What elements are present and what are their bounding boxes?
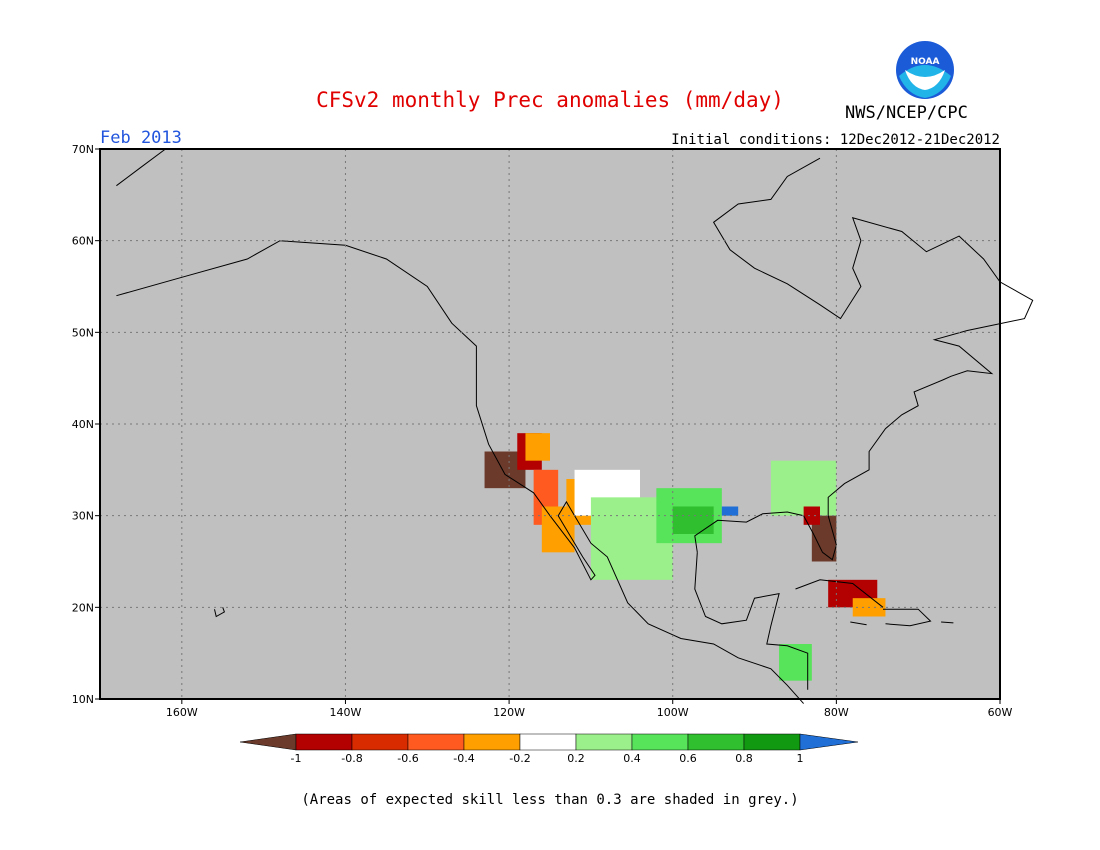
gridlines: [100, 149, 1000, 699]
coastline: [116, 240, 804, 704]
y-tick-label: 30N: [72, 510, 94, 523]
y-tick-label: 40N: [72, 418, 94, 431]
x-tick-label: 80W: [824, 706, 849, 719]
x-tick-label: 160W: [166, 706, 198, 719]
colorbar-bin: [351, 733, 409, 751]
colorbar: -1 -0.8 -0.6 -0.4 -0.2 0.2 0.4 0.6 0.8 1: [239, 733, 859, 765]
anomaly-cell: [672, 506, 714, 534]
colorbar-bin: [519, 733, 577, 751]
anomaly-cell: [779, 644, 812, 681]
x-tick-label: 100W: [657, 706, 689, 719]
colorbar-bin: [743, 733, 801, 751]
colorbar-label: 0.2: [567, 752, 585, 765]
colorbar-bin: [463, 733, 521, 751]
colorbar-label: -0.4: [453, 752, 474, 765]
colorbar-bin: [575, 733, 633, 751]
coastline: [694, 157, 1034, 561]
coastline: [214, 607, 226, 618]
colorbar-label: 0.4: [623, 752, 641, 765]
noaa-logo: NOAA: [895, 40, 955, 104]
coastline: [850, 621, 867, 626]
svg-text:NOAA: NOAA: [911, 57, 940, 67]
anomaly-cell: [770, 460, 837, 516]
colorbar-bin: [295, 733, 353, 751]
colorbar-bin: [631, 733, 689, 751]
colorbar-label: 1: [797, 752, 804, 765]
colorbar-label: 0.6: [679, 752, 697, 765]
colorbar-label: -0.8: [341, 752, 362, 765]
y-tick-label: 20N: [72, 601, 94, 614]
coastlines: [116, 148, 1034, 704]
colorbar-label: -0.2: [509, 752, 530, 765]
chart-title: CFSv2 monthly Prec anomalies (mm/day): [316, 88, 784, 112]
coastline: [883, 608, 932, 627]
coastline: [116, 148, 166, 187]
anomaly-cell: [803, 506, 820, 525]
coastline: [694, 552, 809, 690]
forecast-month: Feb 2013: [100, 128, 182, 148]
anomaly-cell: [721, 506, 739, 516]
colorbar-label: -0.6: [397, 752, 418, 765]
colorbar-bin: [407, 733, 465, 751]
x-tick-label: 120W: [493, 706, 525, 719]
skill-footnote: (Areas of expected skill less than 0.3 a…: [301, 792, 799, 808]
colorbar-label: 0.8: [735, 752, 753, 765]
y-tick-label: 50N: [72, 326, 94, 339]
initial-conditions: Initial conditions: 12Dec2012-21Dec2012: [671, 132, 1000, 148]
colorbar-over-triangle: [799, 733, 859, 751]
x-tick-label: 140W: [330, 706, 362, 719]
colorbar-under-triangle: [239, 733, 297, 751]
y-tick-label: 60N: [72, 235, 94, 248]
colorbar-label: -1: [291, 752, 302, 765]
colorbar-bin: [687, 733, 745, 751]
y-tick-label: 10N: [72, 693, 94, 706]
y-tick-label: 70N: [72, 143, 94, 156]
coastline: [941, 621, 954, 624]
agency-label: NWS/NCEP/CPC: [845, 103, 968, 123]
anomaly-cell: [525, 433, 550, 461]
x-tick-label: 60W: [988, 706, 1013, 719]
